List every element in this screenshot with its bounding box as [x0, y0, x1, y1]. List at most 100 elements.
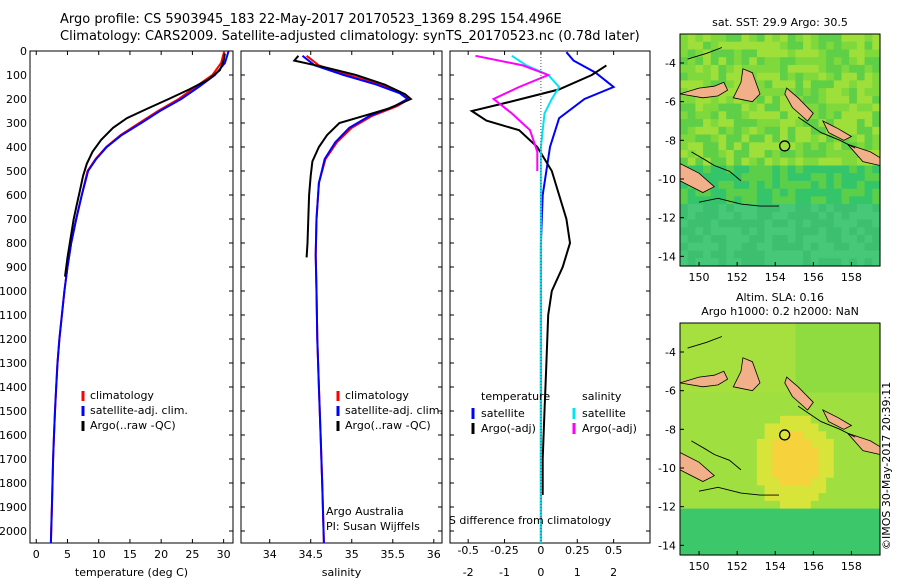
- map-cell: [687, 431, 696, 440]
- map-cell: [718, 49, 727, 58]
- map-cell: [687, 72, 696, 81]
- map-cell: [687, 126, 696, 136]
- map-cell: [795, 111, 804, 120]
- map-y-tick-label: -4: [665, 57, 676, 70]
- map-cell: [826, 258, 835, 267]
- map-cell: [856, 323, 866, 332]
- map-cell: [864, 493, 873, 502]
- map-cell: [849, 227, 858, 236]
- map-cell: [849, 377, 858, 386]
- land-group: [679, 336, 881, 496]
- map-cell: [695, 103, 704, 112]
- map-cell: [710, 165, 720, 174]
- map-cell: [810, 547, 820, 556]
- map-cell: [764, 423, 773, 432]
- map-cell: [741, 323, 750, 332]
- map-cell: [710, 369, 720, 378]
- map-cell: [826, 95, 835, 105]
- map-cell: [872, 111, 881, 120]
- series-group: [469, 51, 616, 543]
- map-cell: [826, 400, 835, 409]
- map-cell: [718, 72, 727, 81]
- map-x-tick-label: 152: [727, 560, 748, 573]
- map-cell: [841, 211, 850, 221]
- map-cell: [695, 353, 704, 363]
- map-cell: [810, 180, 820, 190]
- map-cell: [826, 41, 835, 50]
- map-cell: [756, 188, 766, 197]
- map-cell: [741, 119, 750, 128]
- map-cell: [833, 188, 843, 197]
- map-cell: [680, 524, 689, 533]
- map-cell: [818, 462, 827, 471]
- map-cell: [818, 400, 827, 409]
- map-cell: [749, 250, 758, 259]
- map-cell: [695, 80, 704, 89]
- map-cell: [818, 531, 827, 541]
- map-cell: [695, 157, 704, 166]
- map-cell: [764, 142, 773, 151]
- map-cell: [856, 547, 866, 556]
- map-y-tick-label: -14: [658, 250, 676, 263]
- map-cell: [756, 57, 766, 66]
- map-cell: [764, 219, 773, 228]
- map-cell: [703, 95, 712, 105]
- map-cell: [741, 142, 750, 151]
- depth-tick-label: 1700: [0, 453, 27, 466]
- map-cell: [818, 330, 827, 339]
- map-cell: [772, 57, 781, 66]
- map-cell: [764, 57, 773, 66]
- map-cell: [703, 547, 712, 556]
- map-cell: [756, 531, 766, 541]
- sla-map-title: Altim. SLA: 0.16: [735, 291, 825, 304]
- map-cell: [810, 49, 820, 58]
- map-cell: [733, 508, 743, 517]
- map-cell: [772, 369, 781, 378]
- map-cell: [841, 330, 850, 339]
- map-cell: [872, 34, 881, 43]
- map-cell: [710, 49, 720, 58]
- map-cell: [703, 227, 712, 236]
- map-cell: [780, 547, 789, 556]
- map-cell: [687, 439, 696, 448]
- map-cell: [695, 64, 704, 74]
- map-cell: [687, 258, 696, 267]
- map-cell: [872, 204, 881, 213]
- map-cell: [803, 150, 812, 159]
- map-cell: [695, 126, 704, 136]
- map-cell: [810, 353, 820, 363]
- map-cell: [710, 196, 720, 205]
- map-cell: [741, 126, 750, 136]
- map-cell: [726, 80, 735, 89]
- map-cell: [810, 196, 820, 205]
- map-cell: [718, 57, 727, 66]
- map-cell: [756, 165, 766, 174]
- map-cell: [710, 415, 720, 425]
- map-cell: [787, 330, 796, 339]
- map-cell: [803, 219, 812, 228]
- map-cell: [787, 235, 796, 244]
- map-cell: [803, 508, 812, 517]
- map-cell: [726, 361, 735, 370]
- map-cell: [756, 235, 766, 244]
- map-cell: [772, 400, 781, 409]
- map-cell: [849, 211, 858, 221]
- map-cell: [864, 211, 873, 221]
- map-cell: [833, 180, 843, 190]
- map-cell: [749, 211, 758, 221]
- map-cell: [780, 516, 789, 525]
- map-cell: [818, 423, 827, 432]
- map-cell: [818, 361, 827, 370]
- map-cell: [864, 415, 873, 425]
- map-cell: [780, 338, 789, 347]
- map-cell: [864, 361, 873, 370]
- map-cell: [726, 454, 735, 463]
- map-cell: [680, 80, 689, 89]
- map-cell: [864, 338, 873, 347]
- map-cell: [756, 477, 766, 486]
- map-cell: [687, 369, 696, 378]
- map-cell: [695, 258, 704, 267]
- map-cell: [733, 446, 743, 455]
- map-cell: [680, 103, 689, 112]
- map-cell: [810, 111, 820, 120]
